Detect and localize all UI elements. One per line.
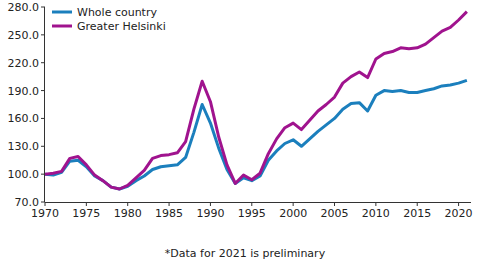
x-tick-label: 1970	[31, 207, 59, 220]
footnote: *Data for 2021 is preliminary	[165, 247, 326, 260]
chart: 70.0100.0130.0160.0190.0220.0250.0280.01…	[0, 0, 494, 265]
y-tick-label: 100.0	[8, 168, 40, 181]
y-tick-label: 220.0	[8, 57, 40, 70]
legend-label: Whole country	[77, 6, 157, 19]
x-axis	[45, 202, 471, 203]
series-line	[45, 12, 467, 189]
legend-swatch	[52, 11, 72, 14]
y-tick-label: 250.0	[8, 29, 40, 42]
y-tick-label: 160.0	[8, 112, 40, 125]
y-axis	[44, 7, 45, 202]
plot-area	[45, 12, 467, 189]
x-tick-label: 2005	[321, 207, 349, 220]
y-tick-label: 190.0	[8, 85, 40, 98]
y-tick-label: 130.0	[8, 140, 40, 153]
legend-label: Greater Helsinki	[77, 20, 166, 33]
x-tick-label: 1980	[114, 207, 142, 220]
x-tick-label: 2000	[279, 207, 307, 220]
x-tick-label: 1975	[72, 207, 100, 220]
y-tick-label: 280.0	[8, 1, 40, 14]
x-tick-label: 1985	[155, 207, 183, 220]
x-tick-label: 1995	[238, 207, 266, 220]
series-line	[45, 80, 467, 189]
x-tick-label: 1990	[196, 207, 224, 220]
legend-swatch	[52, 25, 72, 28]
x-tick-label: 2020	[445, 207, 473, 220]
x-tick-label: 2010	[362, 207, 390, 220]
x-tick-label: 2015	[403, 207, 431, 220]
